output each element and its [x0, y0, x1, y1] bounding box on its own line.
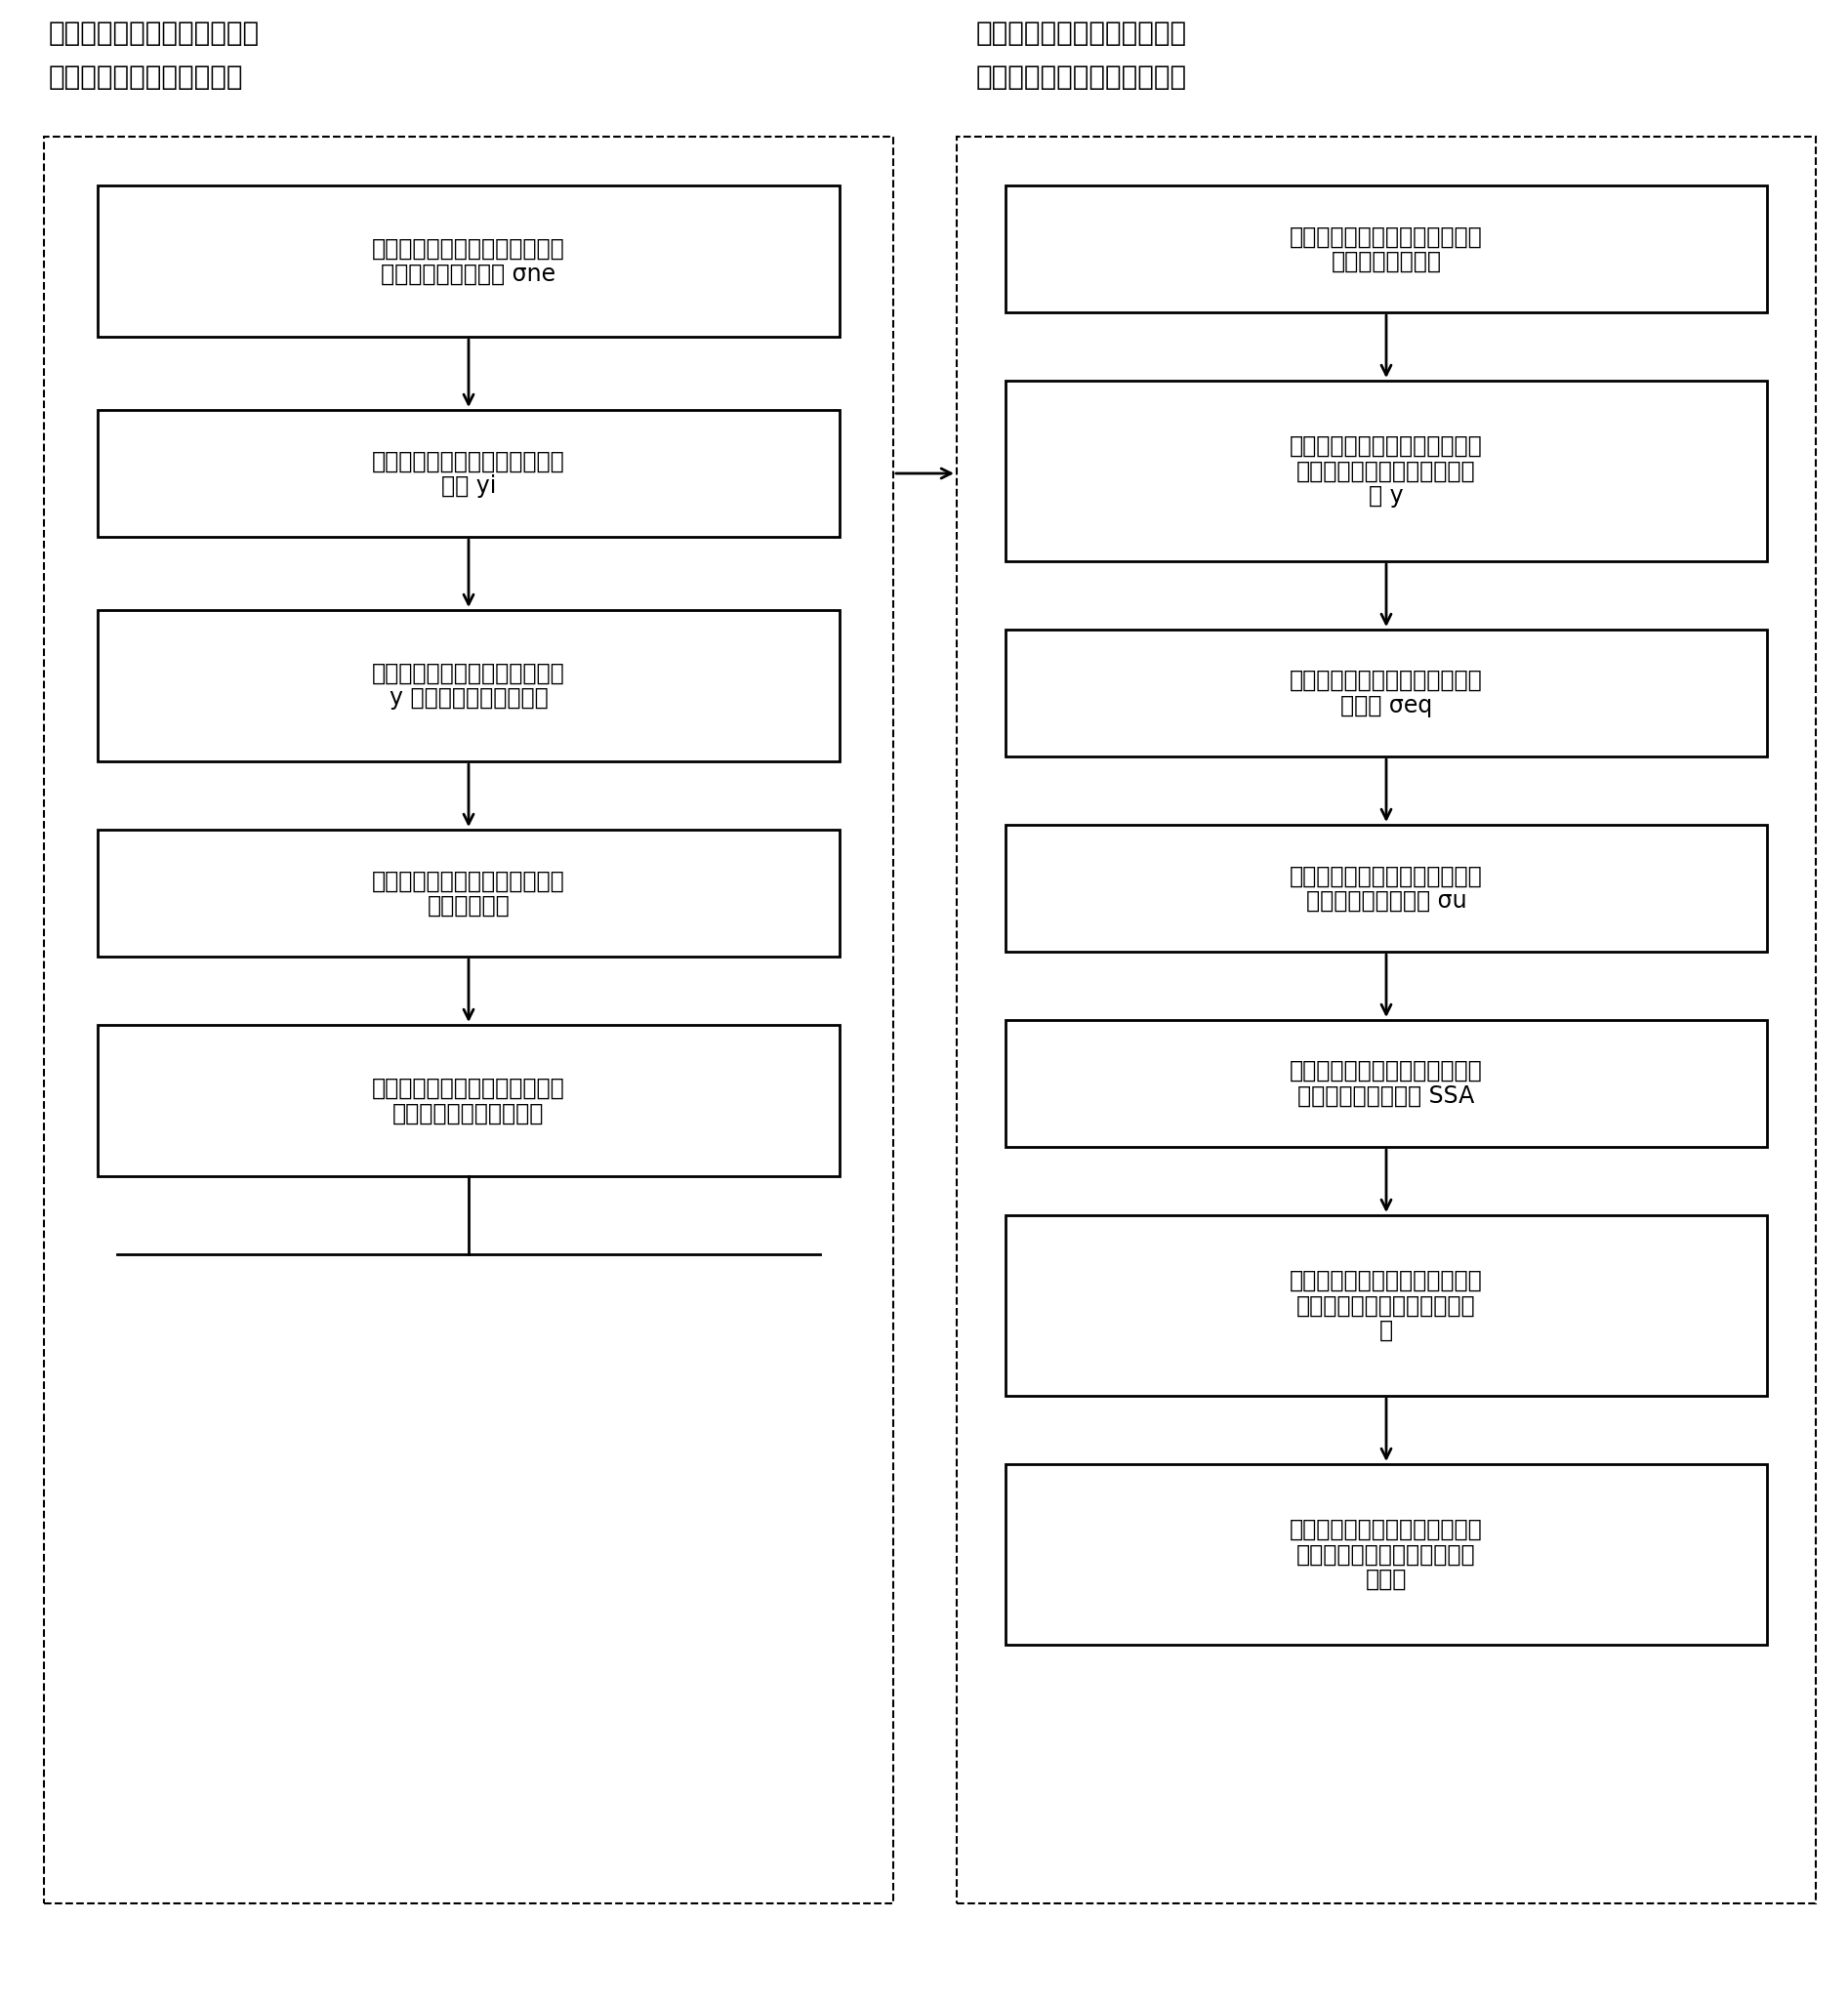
Text: 第一步：采用简化模型计算转子: 第一步：采用简化模型计算转子 [371, 236, 565, 260]
Text: 第八步：在线实时计算等效应力: 第八步：在线实时计算等效应力 [1290, 668, 1482, 692]
Text: 制: 制 [1379, 1319, 1393, 1343]
Text: 计算名义等效应力: 计算名义等效应力 [1331, 250, 1441, 272]
Bar [1005, 1021, 1767, 1147]
Text: 第二步：确定瞬态等效应力修正: 第二步：确定瞬态等效应力修正 [371, 450, 565, 472]
Text: 闸停机: 闸停机 [1366, 1567, 1406, 1591]
Text: 安全裕度系数的在线报警和打: 安全裕度系数的在线报警和打 [1297, 1543, 1477, 1567]
Text: 在线实时计算等效应力修正系: 在线实时计算等效应力修正系 [1297, 460, 1477, 482]
Bar [98, 186, 839, 336]
Bar [98, 610, 839, 760]
Bar [98, 830, 839, 956]
Text: 第六步：采用简化模型在线实时: 第六步：采用简化模型在线实时 [1290, 224, 1482, 248]
Text: 人工神经网络的学习与训练: 人工神经网络的学习与训练 [48, 64, 244, 90]
Bar [98, 410, 839, 536]
Text: 安全裕度系数的在线监视与控: 安全裕度系数的在线监视与控 [1297, 1295, 1477, 1317]
Text: 系数 yi: 系数 yi [442, 474, 495, 498]
Text: 第十步：在线实时计算汽轮机转: 第十步：在线实时计算汽轮机转 [1290, 1059, 1482, 1083]
Text: 第五步：编写计算等效应力修正: 第五步：编写计算等效应力修正 [371, 1077, 565, 1101]
Bar [1005, 380, 1767, 560]
Text: 第一流程：等效应力修正系数: 第一流程：等效应力修正系数 [48, 20, 261, 46]
Text: 子材料控制极限应力 σu: 子材料控制极限应力 σu [1307, 888, 1467, 912]
Text: 子应力安全裕度系数 SSA: 子应力安全裕度系数 SSA [1297, 1085, 1475, 1109]
Bar [44, 136, 893, 1903]
Text: 监视值 σeq: 监视值 σeq [1340, 694, 1432, 716]
Bar [1005, 824, 1767, 952]
Text: 第二流程：等效应力安全裕度: 第二流程：等效应力安全裕度 [976, 20, 1186, 46]
Text: 接权值及阈值: 接权值及阈值 [427, 894, 510, 916]
Text: 第十二步：汽轮机转子等效应力: 第十二步：汽轮机转子等效应力 [1290, 1519, 1482, 1541]
Text: 第三步：建立等效应力修正系数: 第三步：建立等效应力修正系数 [371, 662, 565, 684]
Text: 系数的人工神经网络软件: 系数的人工神经网络软件 [394, 1101, 545, 1125]
Bar [957, 136, 1817, 1903]
Text: 第四步：确定人工神经网络的连: 第四步：确定人工神经网络的连 [371, 868, 565, 892]
Text: 数 y: 数 y [1369, 484, 1404, 508]
Bar [1005, 1465, 1767, 1645]
Bar [1005, 1215, 1767, 1397]
Bar [1005, 630, 1767, 756]
Bar [1005, 186, 1767, 312]
Text: 第十一步：汽轮机转子等效应力: 第十一步：汽轮机转子等效应力 [1290, 1269, 1482, 1293]
Bar [98, 1025, 839, 1177]
Text: 第七步：使用人工神经网络技术: 第七步：使用人工神经网络技术 [1290, 434, 1482, 458]
Text: y 的计算的人工神经网络: y 的计算的人工神经网络 [390, 686, 549, 710]
Text: 系数的在线计算、监视与控制: 系数的在线计算、监视与控制 [976, 64, 1186, 90]
Text: 外表面名义等效应力 σne: 外表面名义等效应力 σne [381, 262, 556, 286]
Text: 第九步：在线实时计算汽轮机转: 第九步：在线实时计算汽轮机转 [1290, 864, 1482, 888]
